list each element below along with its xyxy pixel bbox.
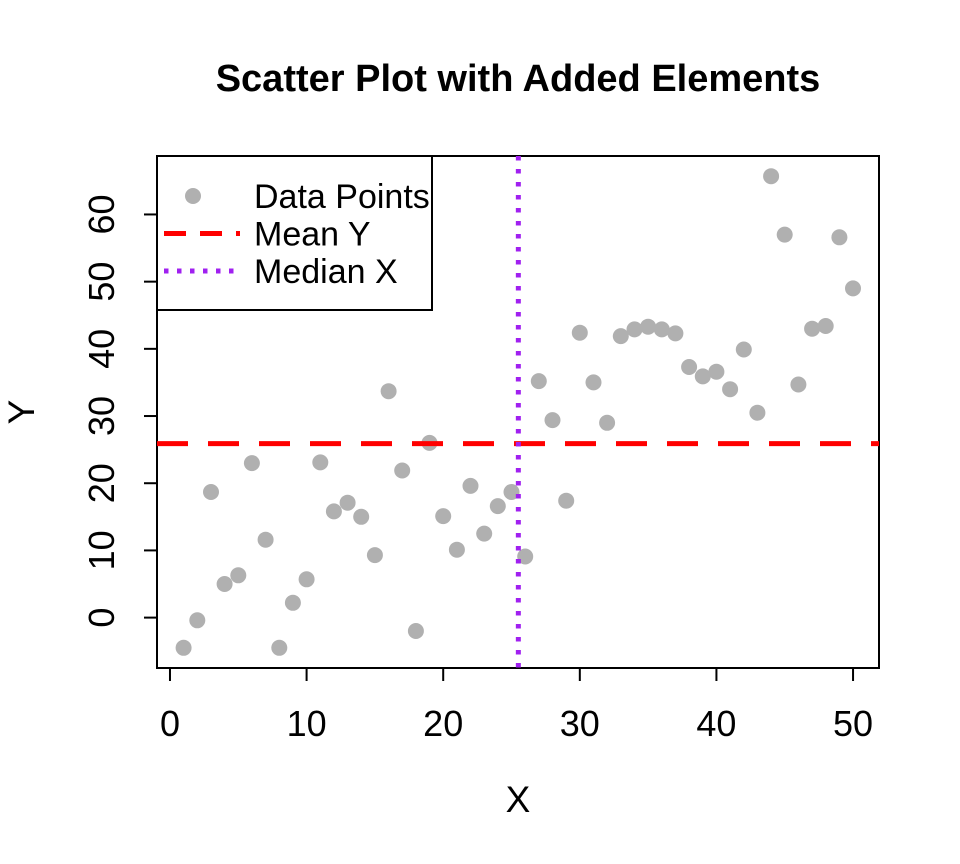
legend-point-marker-icon: [185, 188, 201, 204]
data-point: [558, 492, 575, 509]
data-point: [763, 168, 780, 185]
data-point: [831, 229, 848, 246]
y-tick-label-4: 40: [81, 329, 122, 369]
data-point: [353, 508, 370, 525]
x-tick-label-0: 0: [160, 703, 180, 744]
data-point: [776, 226, 793, 243]
data-point: [230, 567, 247, 584]
x-axis-label: X: [506, 779, 531, 820]
data-point: [735, 341, 752, 358]
data-point: [626, 321, 643, 338]
x-tick-label-5: 50: [833, 703, 873, 744]
data-point: [243, 455, 260, 472]
data-point: [298, 571, 315, 588]
x-tick-label-2: 20: [423, 703, 463, 744]
legend-label-median-x: Median X: [254, 253, 398, 291]
data-point: [790, 376, 807, 393]
chart-title: Scatter Plot with Added Elements: [216, 58, 821, 100]
data-point: [845, 280, 861, 297]
data-point: [380, 383, 397, 400]
y-axis-label: Y: [1, 400, 42, 425]
data-point: [489, 498, 506, 515]
data-point: [339, 494, 356, 511]
legend-label-mean-y: Mean Y: [254, 216, 371, 254]
data-point: [694, 368, 711, 385]
legend-label-data-points: Data Points: [254, 178, 430, 216]
data-point: [612, 328, 629, 345]
data-point: [585, 374, 602, 391]
data-point: [175, 639, 192, 656]
data-point: [462, 477, 479, 494]
data-point: [312, 454, 329, 471]
data-point: [284, 594, 301, 611]
data-point: [503, 484, 520, 500]
legend: Data Points Mean Y Median X: [156, 155, 433, 311]
data-points-layer: [175, 168, 861, 656]
data-point: [722, 381, 739, 398]
data-point: [476, 525, 493, 542]
data-point: [599, 414, 616, 431]
data-point: [817, 318, 834, 334]
data-point: [749, 404, 766, 421]
data-point: [203, 484, 219, 500]
data-point: [448, 541, 465, 558]
data-point: [325, 503, 342, 520]
data-point: [804, 320, 821, 337]
data-point: [216, 576, 233, 592]
y-tick-label-6: 60: [81, 194, 122, 234]
data-point: [667, 325, 684, 342]
axis-ticks: 0 10 20 30 40 50 0 10 20 30 40 50 60: [81, 194, 873, 744]
data-point: [189, 612, 206, 629]
data-point: [257, 531, 274, 548]
data-point: [366, 547, 383, 564]
x-tick-label-3: 30: [560, 703, 600, 744]
data-point: [544, 412, 561, 429]
x-tick-label-1: 10: [287, 703, 327, 744]
data-point: [681, 359, 698, 375]
data-point: [394, 462, 411, 479]
data-point: [407, 623, 424, 639]
x-tick-label-4: 40: [696, 703, 736, 744]
data-point: [708, 363, 725, 380]
reference-lines-layer: [157, 156, 879, 668]
data-point: [571, 324, 588, 341]
data-point: [653, 321, 670, 338]
y-tick-label-3: 30: [81, 396, 122, 436]
data-point: [530, 373, 547, 390]
y-tick-label-5: 50: [81, 262, 122, 302]
data-point: [640, 318, 657, 335]
y-tick-label-2: 20: [81, 463, 122, 503]
data-point: [517, 548, 534, 565]
data-point: [271, 639, 288, 656]
data-point: [435, 508, 452, 525]
y-tick-label-0: 0: [81, 608, 122, 628]
legend-box: [156, 155, 433, 311]
y-tick-label-1: 10: [81, 530, 122, 570]
